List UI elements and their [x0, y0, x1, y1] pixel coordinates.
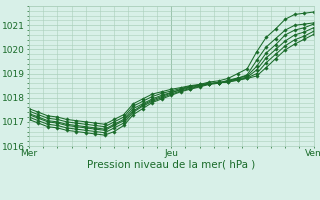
X-axis label: Pression niveau de la mer( hPa ): Pression niveau de la mer( hPa )	[87, 160, 255, 170]
